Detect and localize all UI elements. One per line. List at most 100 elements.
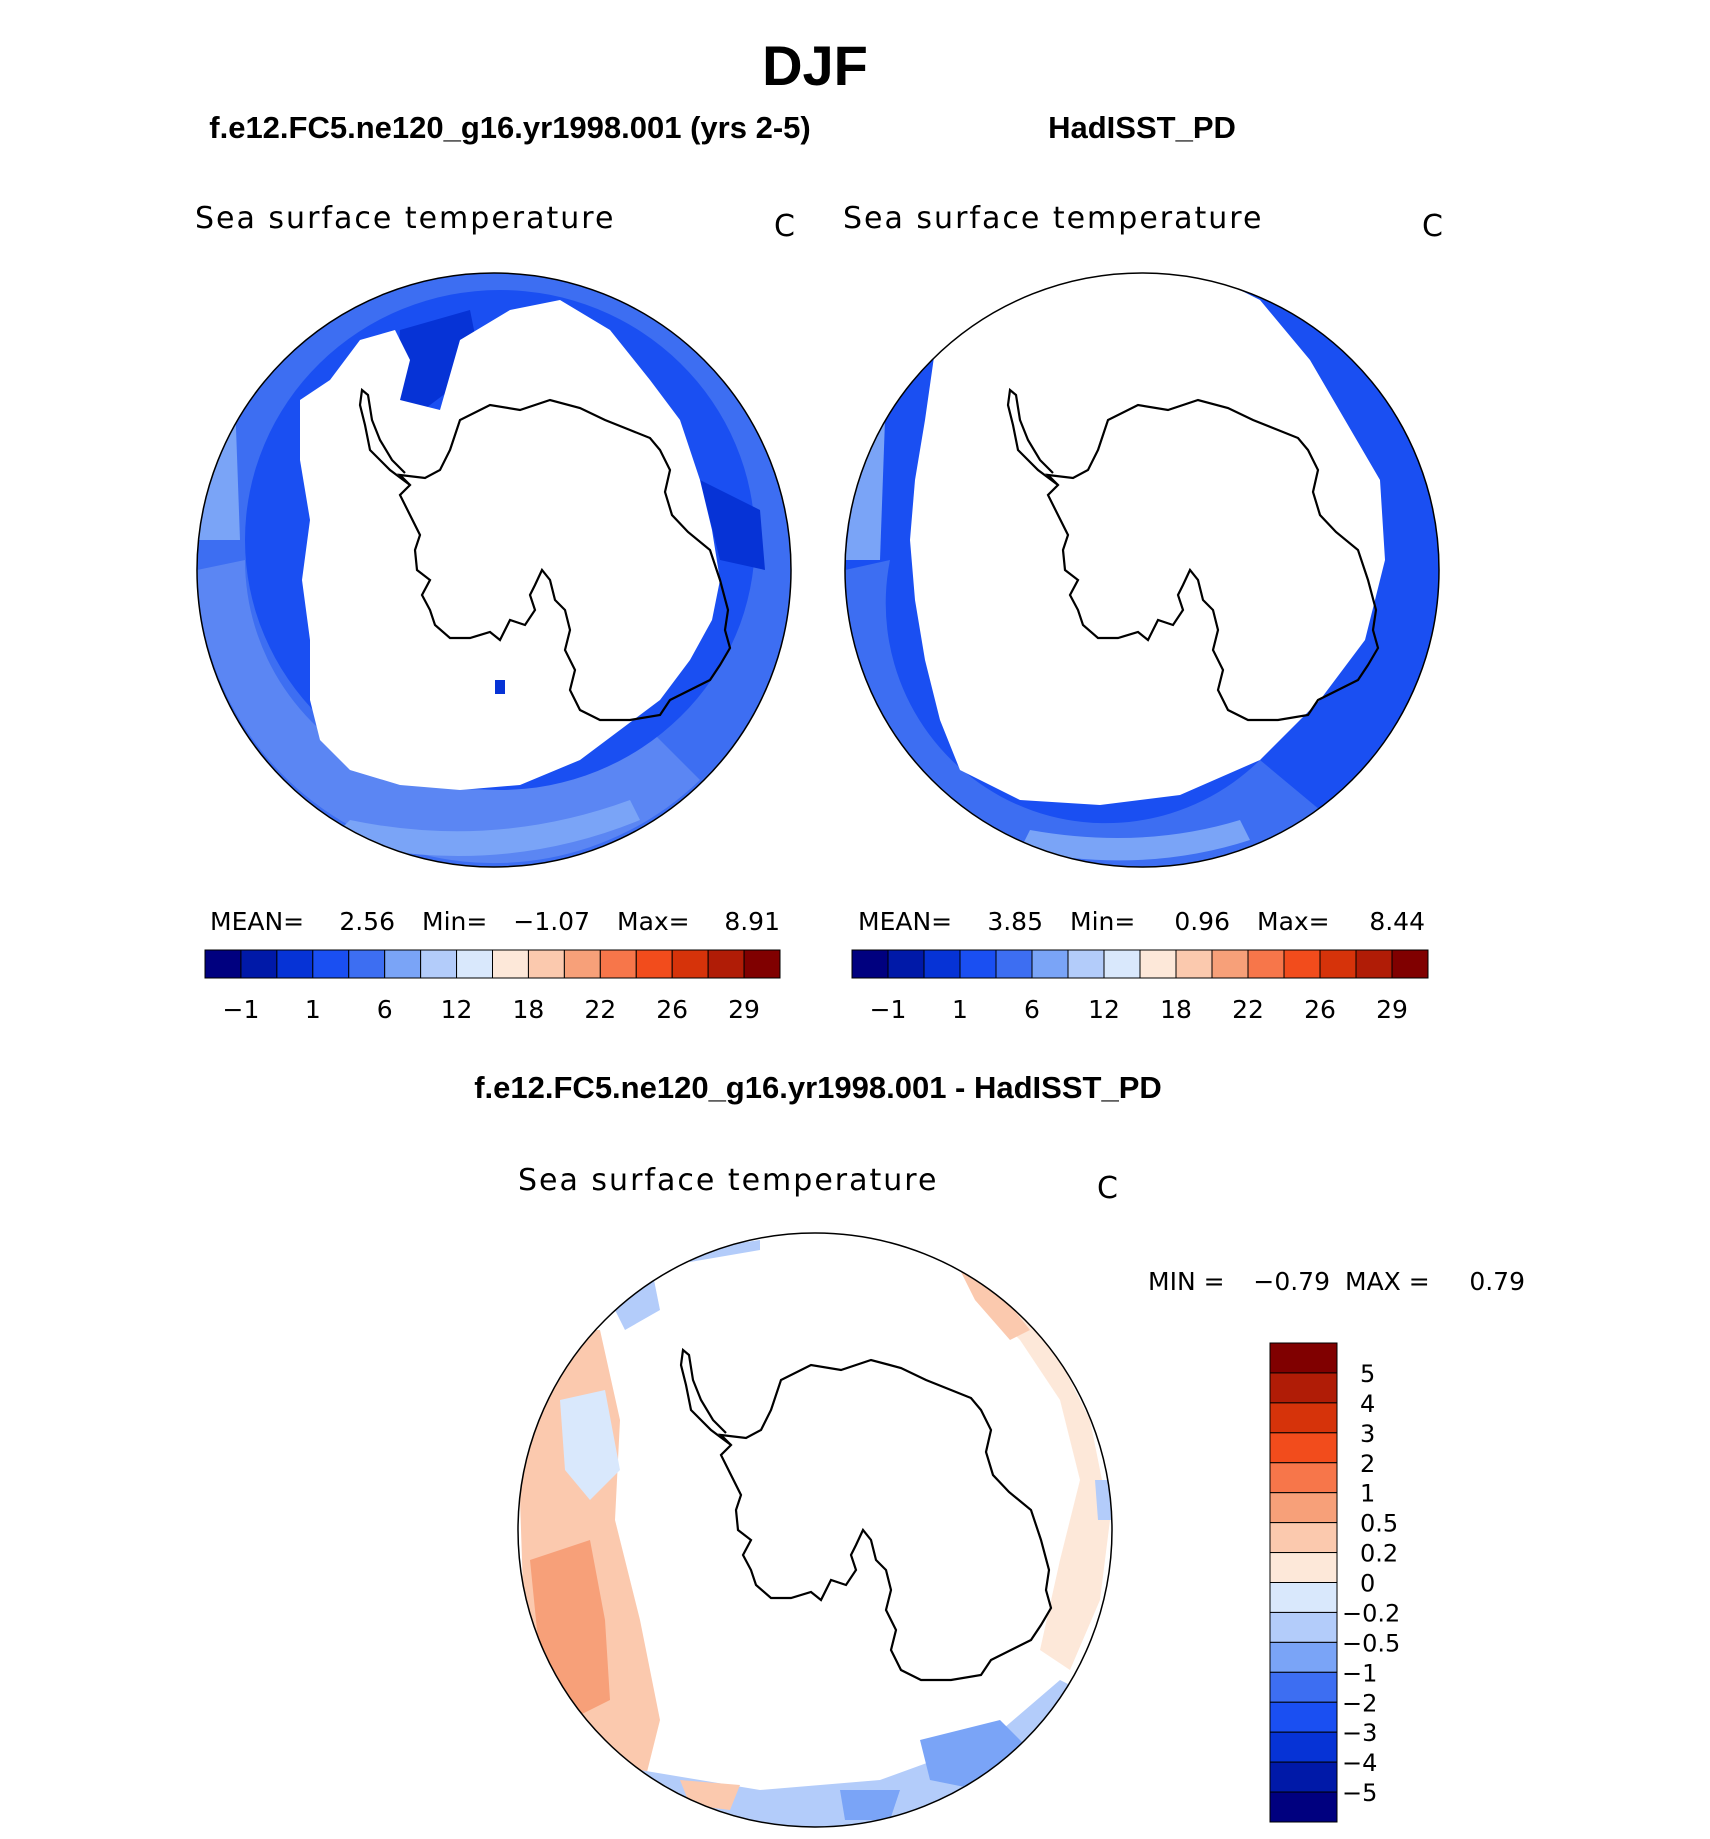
colorbar-swatch <box>1269 1761 1338 1793</box>
colorbar-swatch <box>959 949 997 979</box>
units-label: C <box>774 209 795 244</box>
colorbar-swatch <box>887 949 925 979</box>
colorbar-tick-label: 1 <box>305 995 321 1024</box>
colorbar-tick-label: 22 <box>1232 995 1264 1024</box>
colorbar-tick-label: 5 <box>1360 1360 1375 1388</box>
colorbar-tick-label: 29 <box>1376 995 1408 1024</box>
colorbar-swatch <box>384 949 422 979</box>
colorbar-swatch <box>1269 1432 1338 1464</box>
colorbar-swatch <box>276 949 314 979</box>
colorbar-swatch <box>743 949 781 979</box>
colorbar-swatch <box>707 949 745 979</box>
colorbar-swatch <box>599 949 637 979</box>
panel-model: f.e12.FC5.ne120_g16.yr1998.001 (yrs 2-5)… <box>195 110 811 1024</box>
min-label: MIN = <box>1148 1267 1225 1296</box>
colorbar-tick-label: 4 <box>1360 1390 1375 1418</box>
min-label: Min= <box>1070 907 1135 936</box>
mean-value: 3.85 <box>987 907 1043 936</box>
colorbar-swatch <box>1269 1342 1338 1374</box>
colorbar-tick-label: 0 <box>1360 1570 1375 1598</box>
colorbar-tick-label: −1 <box>223 995 260 1024</box>
colorbar-swatch <box>1391 949 1429 979</box>
colorbar-swatch <box>1031 949 1069 979</box>
colorbar-tick-label: 1 <box>1360 1480 1375 1508</box>
colorbar-swatch <box>1269 1671 1338 1703</box>
colorbar-swatch <box>1269 1701 1338 1733</box>
min-value: 0.96 <box>1174 907 1230 936</box>
min-value: −0.79 <box>1253 1267 1330 1296</box>
mean-label: MEAN= <box>210 907 304 936</box>
colorbar-swatch <box>1319 949 1357 979</box>
colorbar-tick-label: 26 <box>656 995 688 1024</box>
colorbar-swatch <box>635 949 673 979</box>
min-label: Min= <box>422 907 487 936</box>
max-label: Max= <box>617 907 690 936</box>
colorbar-swatch <box>240 949 278 979</box>
colorbar-tick-label: 0.2 <box>1360 1540 1398 1568</box>
colorbar-tick-label: 29 <box>728 995 760 1024</box>
colorbar-swatch <box>1211 949 1249 979</box>
colorbar-swatch <box>563 949 601 979</box>
map-difference <box>518 1233 1112 1827</box>
colorbar-swatch <box>1139 949 1177 979</box>
colorbar-swatch <box>312 949 350 979</box>
colorbar-swatch <box>671 949 709 979</box>
max-value: 8.44 <box>1369 907 1425 936</box>
colorbar-swatch <box>1269 1372 1338 1404</box>
units-label: C <box>1097 1171 1118 1206</box>
colorbar-tick-label: −5 <box>1342 1779 1377 1807</box>
units-label: C <box>1422 209 1443 244</box>
panel-title: HadISST_PD <box>1048 110 1236 145</box>
colorbar-tick-label: 22 <box>584 995 616 1024</box>
colorbar-swatch <box>995 949 1033 979</box>
min-value: −1.07 <box>513 907 590 936</box>
colorbar-ticks-observed: −1 1 6 12 18 22 26 29 <box>870 995 1408 1024</box>
colorbar-tick-label: 12 <box>441 995 473 1024</box>
variable-label: Sea surface temperature <box>843 201 1263 236</box>
colorbar-swatch <box>456 949 493 979</box>
max-label: MAX = <box>1345 1267 1430 1296</box>
colorbar-swatch <box>1269 1731 1338 1763</box>
panel-observed: HadISST_PD Sea surface temperature C MEA… <box>843 110 1443 1024</box>
colorbar-swatch <box>1269 1611 1338 1643</box>
colorbar-tick-label: −1 <box>870 995 907 1024</box>
colorbar-model <box>204 949 781 979</box>
mean-value: 2.56 <box>339 907 395 936</box>
colorbar-swatch <box>1175 949 1213 979</box>
colorbar-swatch <box>1269 1402 1338 1434</box>
colorbar-observed <box>851 949 1429 979</box>
colorbar-tick-label: 26 <box>1304 995 1336 1024</box>
colorbar-tick-label: −1 <box>1342 1659 1377 1687</box>
colorbar-tick-label: 6 <box>1024 995 1040 1024</box>
colorbar-swatch <box>923 949 961 979</box>
colorbar-swatch <box>1269 1492 1338 1524</box>
variable-label: Sea surface temperature <box>518 1163 938 1198</box>
colorbar-tick-label: −4 <box>1342 1749 1377 1777</box>
colorbar-swatch <box>1283 949 1321 979</box>
colorbar-tick-label: 12 <box>1088 995 1120 1024</box>
colorbar-ticks-model: −1 1 6 12 18 22 26 29 <box>223 995 760 1024</box>
colorbar-swatch <box>1269 1641 1338 1673</box>
panel-title: f.e12.FC5.ne120_g16.yr1998.001 (yrs 2-5) <box>209 110 810 145</box>
colorbar-swatch <box>204 949 242 979</box>
colorbar-tick-label: −3 <box>1342 1719 1377 1747</box>
max-value: 8.91 <box>724 907 780 936</box>
panel-title: f.e12.FC5.ne120_g16.yr1998.001 - HadISST… <box>474 1070 1162 1105</box>
colorbar-swatch <box>348 949 386 979</box>
panel-difference: f.e12.FC5.ne120_g16.yr1998.001 - HadISST… <box>474 1070 1525 1828</box>
colorbar-tick-label: 0.5 <box>1360 1510 1398 1538</box>
colorbar-swatch <box>420 949 458 979</box>
colorbar-swatch <box>1269 1582 1338 1613</box>
colorbar-swatch <box>1269 1522 1338 1554</box>
max-label: Max= <box>1257 907 1330 936</box>
figure-title: DJF <box>762 34 868 97</box>
colorbar-swatch <box>1067 949 1105 979</box>
colorbar-swatch <box>1355 949 1393 979</box>
colorbar-tick-label: −0.2 <box>1342 1599 1400 1627</box>
colorbar-swatch <box>1103 949 1141 979</box>
colorbar-swatch <box>851 949 889 979</box>
colorbar-tick-label: 18 <box>1160 995 1192 1024</box>
colorbar-tick-label: 6 <box>377 995 393 1024</box>
colorbar-tick-label: 18 <box>513 995 545 1024</box>
